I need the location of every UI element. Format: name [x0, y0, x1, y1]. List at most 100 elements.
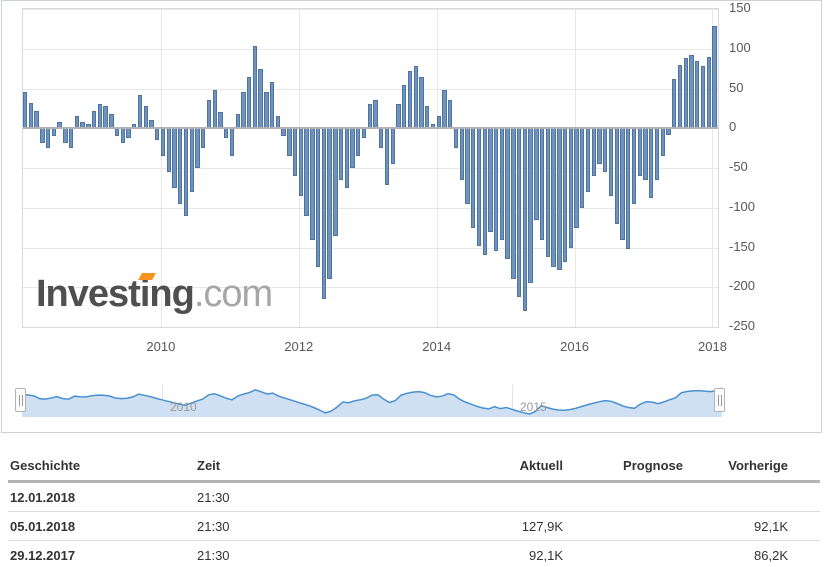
bar — [528, 128, 533, 284]
bar — [120, 128, 125, 143]
y-tick-label: 150 — [729, 0, 751, 15]
y-tick-label: -250 — [729, 318, 756, 333]
history-forecast — [565, 481, 685, 512]
bar — [361, 128, 367, 138]
y-tick-label: 100 — [729, 40, 751, 55]
bar — [425, 105, 430, 129]
zero-axis-line — [23, 127, 718, 129]
bar — [114, 128, 120, 137]
bar — [522, 128, 528, 312]
bar — [327, 128, 332, 280]
navigator-label-2010: 2010 — [170, 400, 197, 414]
col-header-aktuell: Aktuell — [420, 450, 565, 483]
bar — [51, 128, 57, 137]
bar — [137, 94, 143, 129]
bar — [448, 100, 453, 129]
bar — [649, 128, 654, 199]
table-header-row: Geschichte Zeit Aktuell Prognose Vorheri… — [8, 450, 820, 483]
bar — [591, 128, 596, 176]
gridline — [712, 9, 713, 327]
y-tick-label: -200 — [729, 278, 756, 293]
bar — [344, 128, 349, 188]
investing-logo: Investing.com — [36, 273, 273, 316]
history-previous: 92,1K — [685, 511, 820, 541]
bar — [545, 128, 551, 258]
navigator-scrollbar[interactable]: 2010 2015 — [15, 385, 725, 417]
bar — [614, 128, 619, 224]
bar — [247, 76, 252, 129]
bar — [390, 128, 395, 165]
bar — [91, 110, 97, 129]
bar — [97, 104, 102, 129]
x-tick-label: 2012 — [284, 339, 314, 354]
history-time: 21:30 — [195, 540, 420, 567]
navigator-right-handle[interactable] — [714, 388, 725, 412]
history-forecast — [565, 511, 685, 541]
history-actual: 127,9K — [420, 511, 565, 541]
bar — [229, 128, 235, 157]
bar — [143, 105, 148, 129]
bar — [264, 92, 269, 129]
navigator-gridline — [512, 385, 513, 416]
bar — [63, 128, 68, 143]
bar — [499, 128, 505, 240]
bar — [459, 128, 464, 180]
bar — [287, 128, 292, 157]
bar — [45, 128, 51, 149]
bar — [155, 128, 160, 141]
gridline — [23, 89, 718, 90]
gridline — [23, 287, 718, 288]
bar — [551, 128, 556, 268]
bar — [384, 128, 390, 186]
bar — [350, 128, 355, 168]
bar — [660, 128, 665, 157]
bar — [626, 128, 631, 250]
x-tick-label: 2018 — [698, 339, 727, 354]
bar — [201, 128, 206, 149]
col-header-geschichte: Geschichte — [8, 450, 195, 483]
bar — [557, 128, 562, 270]
history-date: 05.01.2018 — [8, 511, 195, 541]
bar — [338, 128, 344, 180]
bar — [712, 26, 717, 129]
gridline — [23, 327, 718, 328]
bar — [160, 128, 166, 157]
bar — [511, 128, 516, 280]
bar — [333, 128, 338, 236]
history-previous — [685, 481, 820, 512]
y-tick-label: 0 — [729, 119, 737, 134]
history-actual: 92,1K — [420, 540, 565, 567]
bar — [689, 55, 694, 129]
col-header-prognose: Prognose — [565, 450, 685, 483]
bar — [637, 128, 642, 176]
bar — [603, 128, 608, 172]
gridline — [23, 248, 718, 249]
plot-area[interactable] — [22, 8, 719, 328]
history-time: 21:30 — [195, 481, 420, 512]
bar — [34, 110, 39, 129]
bar — [672, 78, 677, 129]
bar — [695, 60, 700, 129]
history-date: 29.12.2017 — [8, 540, 195, 567]
bar — [396, 104, 401, 129]
bar — [258, 68, 263, 129]
bar — [413, 66, 418, 129]
navigator-left-handle[interactable] — [15, 388, 26, 412]
history-time: 21:30 — [195, 511, 420, 541]
bar — [585, 128, 591, 192]
bar — [23, 92, 28, 129]
bar — [310, 128, 315, 240]
bar — [608, 128, 614, 196]
x-tick-label: 2014 — [422, 339, 452, 354]
bar — [476, 128, 482, 246]
x-tick-label: 2016 — [560, 339, 590, 354]
bar — [643, 128, 648, 180]
bar — [677, 64, 683, 129]
price-chart-widget: 150 100 50 0 -50 -100 -150 -200 -250 2010 2012 201… — [1, 0, 822, 433]
gridline — [23, 208, 718, 209]
bar — [597, 128, 602, 165]
bar — [493, 128, 499, 252]
bar — [654, 128, 660, 180]
bar — [189, 128, 194, 192]
bar — [304, 128, 309, 216]
